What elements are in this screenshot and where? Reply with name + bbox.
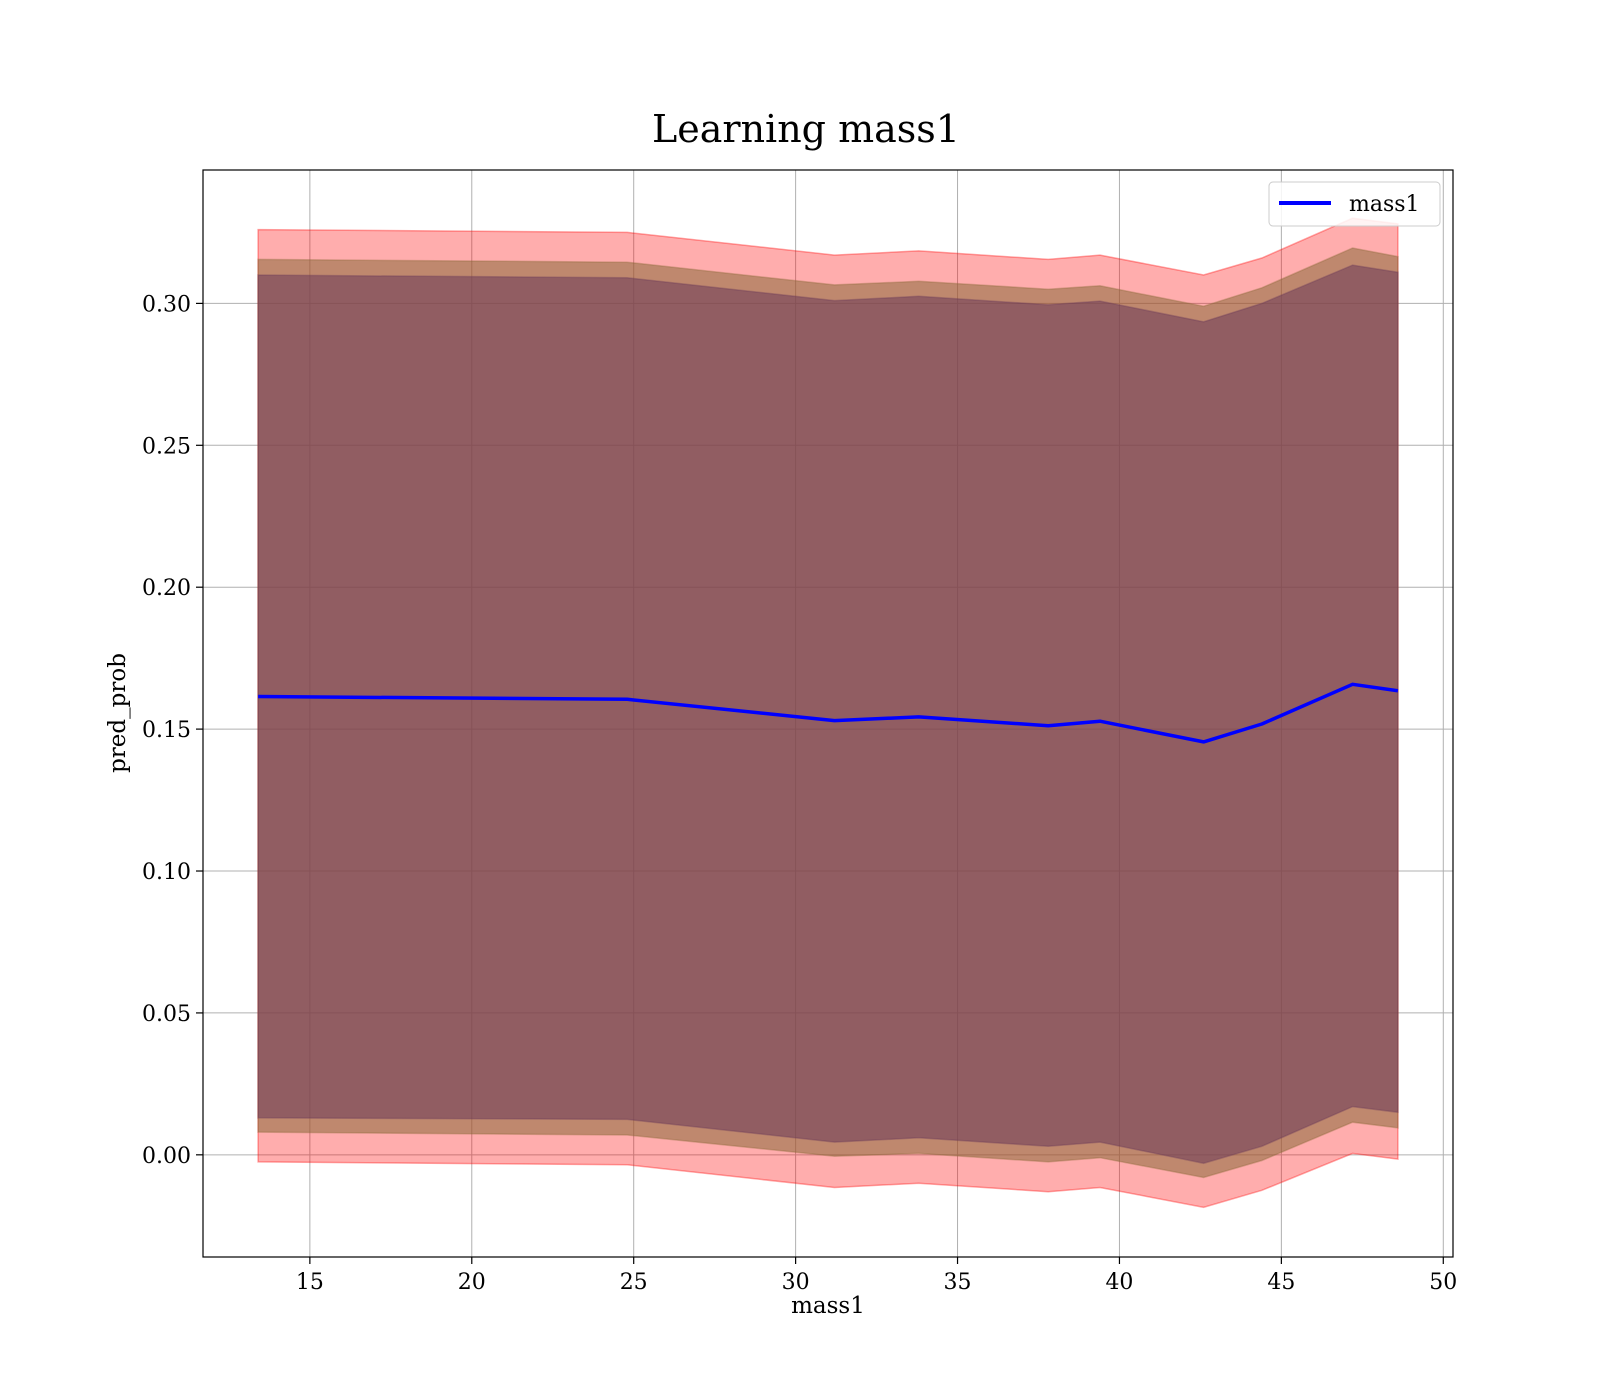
x-tick-label: 25 [620, 1270, 648, 1295]
x-axis-label: mass1 [791, 1293, 865, 1319]
legend-box [1268, 181, 1441, 227]
x-tick-label: 20 [458, 1270, 486, 1295]
y-tick-label: 0.10 [142, 860, 191, 885]
plot-frame [202, 169, 1454, 1258]
legend: mass1 [1268, 181, 1441, 227]
x-tick-label: 50 [1429, 1270, 1457, 1295]
confidence-band [257, 264, 1399, 1165]
x-tick-label: 35 [944, 1270, 972, 1295]
series-lines [258, 682, 1399, 744]
x-tick-label: 15 [296, 1270, 324, 1295]
x-tick-label: 30 [782, 1270, 810, 1295]
y-tick-label: 0.05 [142, 1002, 191, 1027]
y-tick-label: 0.00 [142, 1144, 191, 1169]
confidence-bands [257, 217, 1399, 1209]
x-axis-ticks: 15 20 25 30 35 40 45 50 [296, 1257, 1457, 1295]
y-axis-label: pred_prob [105, 653, 131, 773]
series-line [258, 682, 1399, 744]
chart-title: Learning mass1 [652, 107, 960, 151]
y-tick-label: 0.25 [142, 434, 191, 459]
y-axis-ticks: 0.00 0.05 0.10 0.15 0.20 0.25 0.30 [142, 292, 203, 1169]
y-tick-label: 0.30 [142, 292, 191, 317]
x-tick-label: 45 [1267, 1270, 1295, 1295]
legend-label: mass1 [1349, 192, 1420, 217]
y-tick-label: 0.15 [142, 718, 191, 743]
x-tick-label: 40 [1105, 1270, 1133, 1295]
y-tick-label: 0.20 [142, 576, 191, 601]
